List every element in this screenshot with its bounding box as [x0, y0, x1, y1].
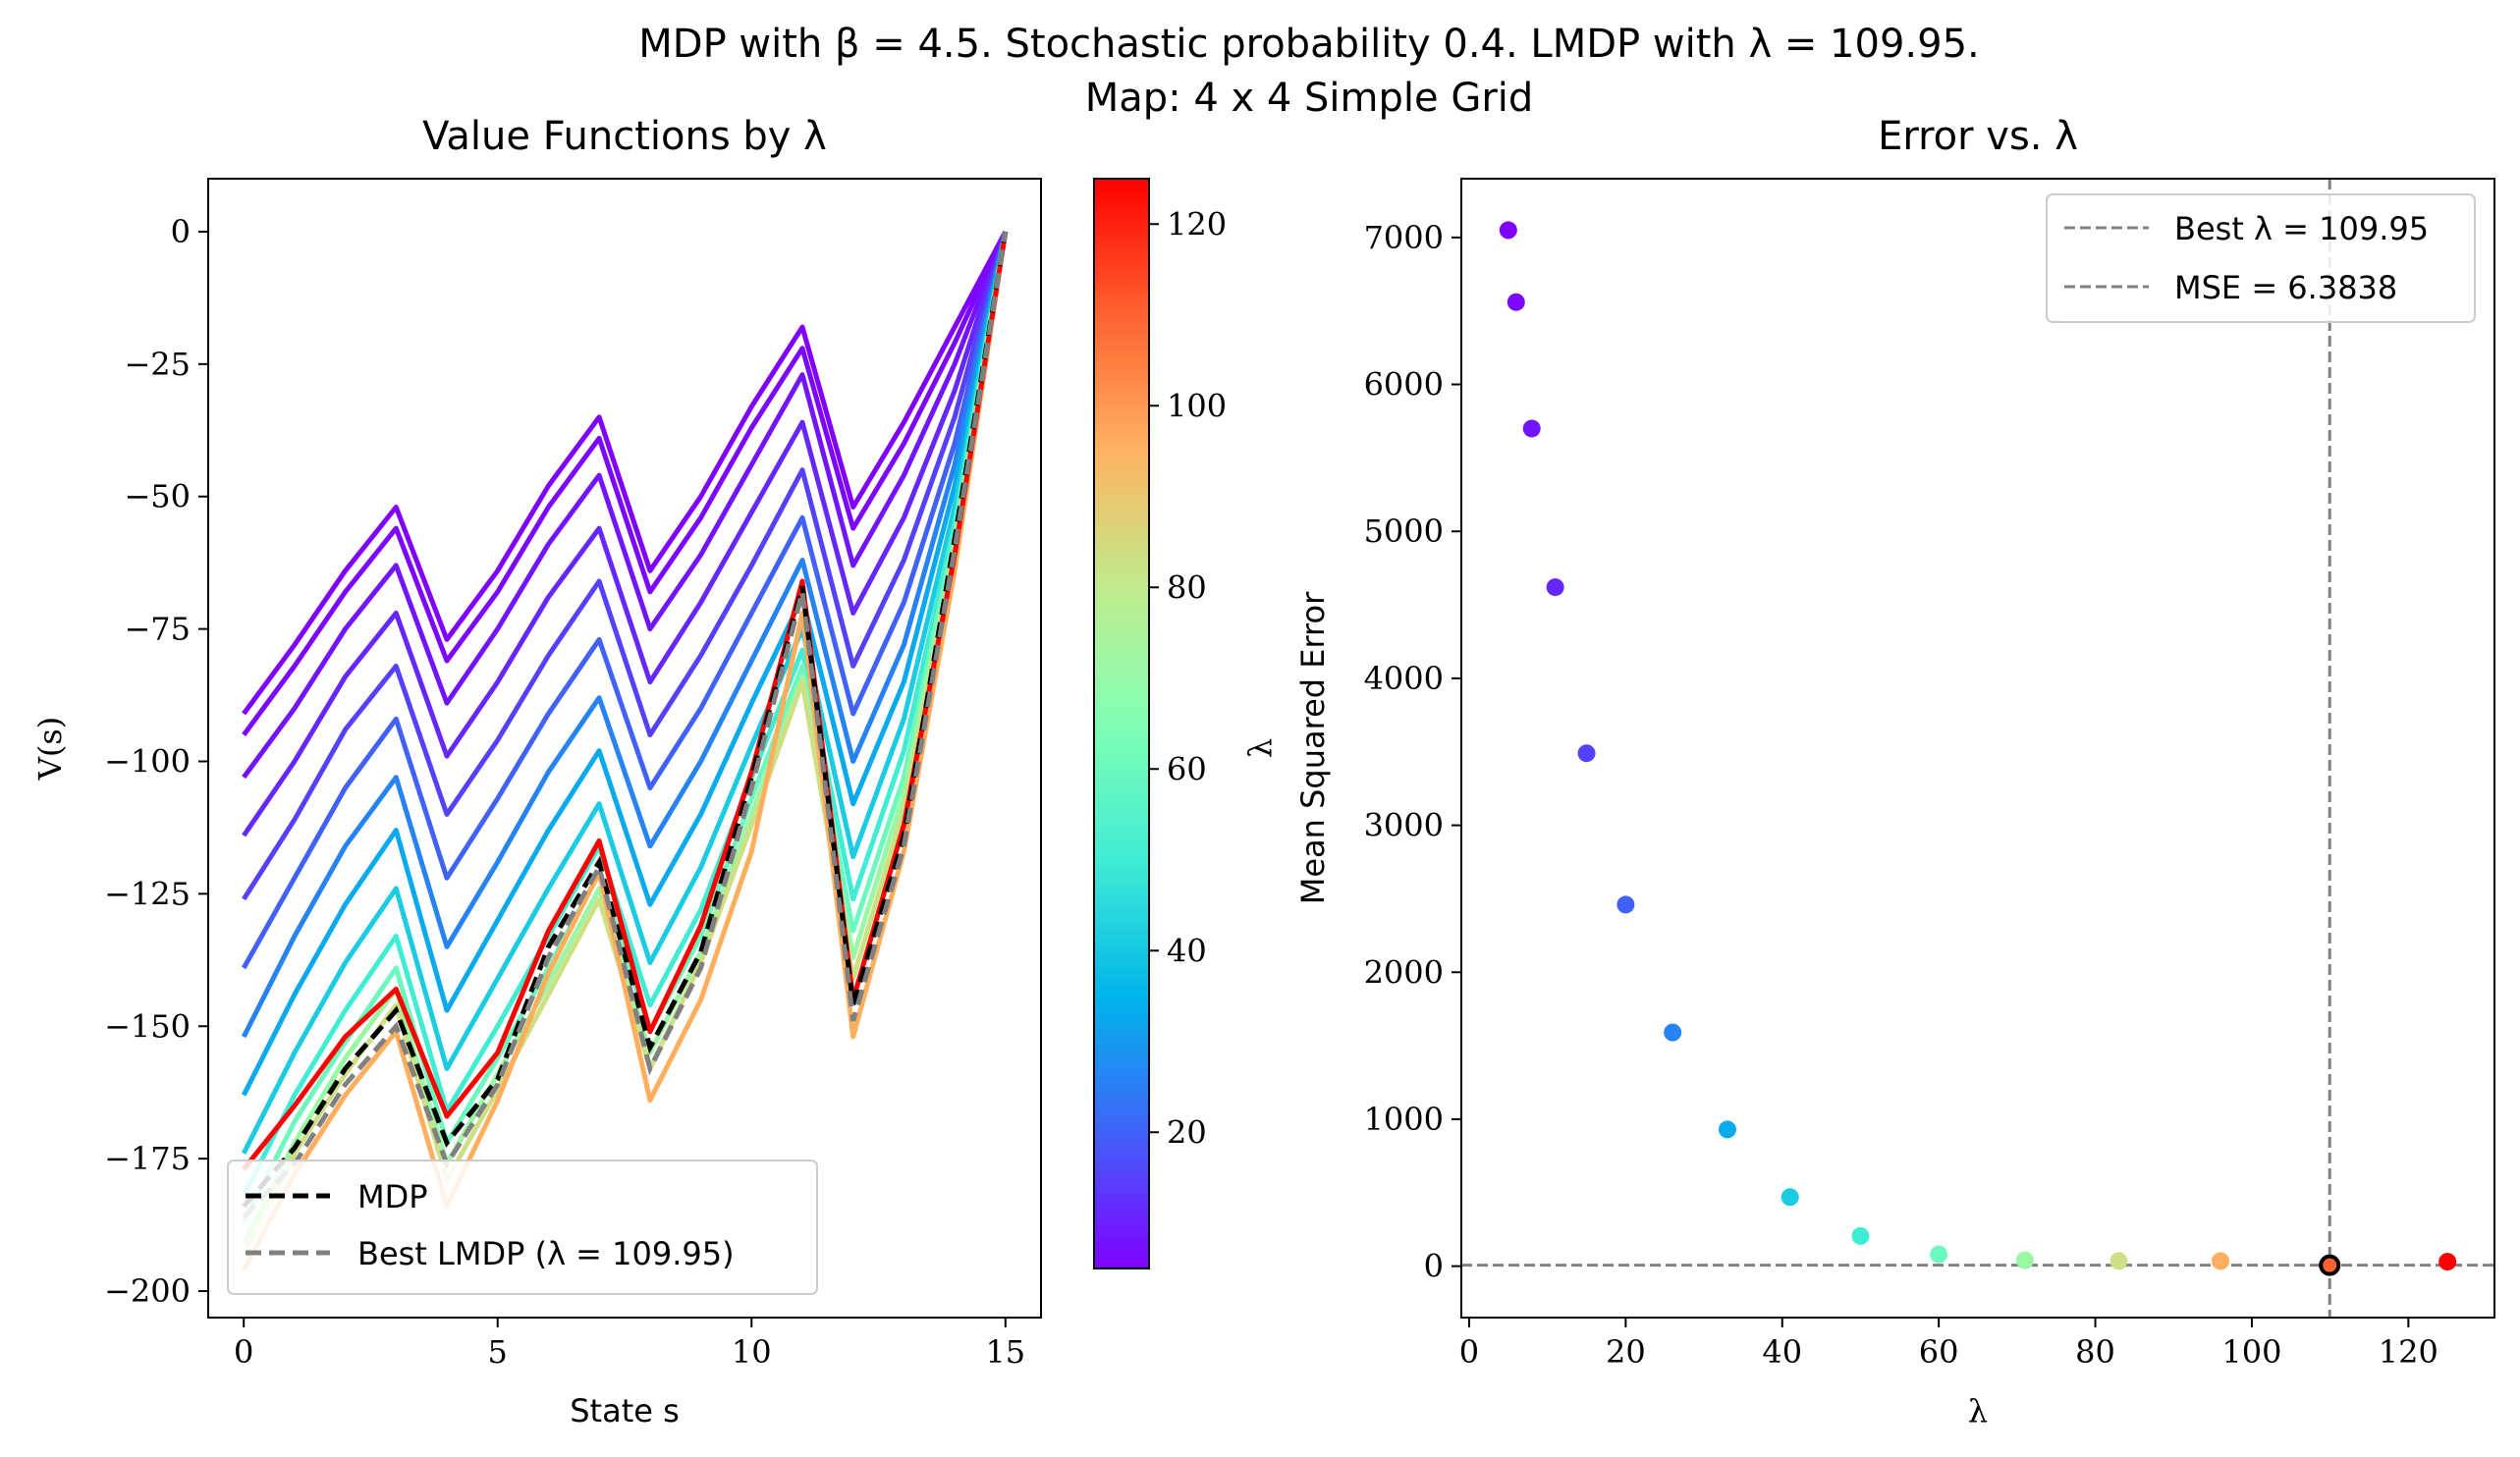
- value-curve-lambda-50: [241, 231, 1009, 1198]
- right-xtick-label: 120: [2379, 1333, 2438, 1371]
- right-xtick-label: 60: [1919, 1333, 1959, 1371]
- left-ytick-label: −25: [124, 346, 191, 383]
- mse-point: [1851, 1226, 1870, 1245]
- right-ytick-label: 7000: [1364, 219, 1444, 256]
- value-curve-lambda-6: [242, 230, 1009, 736]
- mse-point: [1780, 1188, 1799, 1207]
- right-ytick-label: 5000: [1364, 513, 1444, 550]
- best-point: [2319, 1254, 2341, 1276]
- value-curve-lambda-41: [241, 231, 1009, 1155]
- right-xtick-label: 100: [2221, 1333, 2281, 1371]
- mse-point: [2438, 1253, 2457, 1271]
- mse-point: [1499, 221, 1517, 240]
- mse-point: [1664, 1023, 1682, 1042]
- mse-point: [1577, 744, 1596, 763]
- value-curve-lambda-96: [241, 231, 1009, 1271]
- mse-point: [2109, 1252, 2128, 1270]
- colorbar-tick-label: 80: [1167, 568, 1207, 606]
- legend-entry-mse: MSE = 6.3838: [2174, 269, 2397, 306]
- right-xtick-label: 0: [1459, 1333, 1479, 1371]
- mse-point: [2015, 1251, 2034, 1269]
- value-curve-lambda-5: [242, 230, 1009, 716]
- value-curve-lambda-125: [242, 231, 1009, 1171]
- left-axes-frame: [207, 178, 1042, 1319]
- value-curve-lambda-20: [242, 231, 1009, 970]
- left-ytick-label: −175: [104, 1140, 191, 1177]
- right-ytick-label: 2000: [1364, 953, 1444, 991]
- error-vs-lambda-panel: Error vs. λ 0 20 40 60 80 100 120 0 1000 2000 3000…: [1294, 114, 2495, 1430]
- right-axes-frame: [1460, 178, 2495, 1319]
- left-x-axis-label: State s: [570, 1392, 680, 1430]
- legend-entry-best-lmdp: Best LMDP (λ = 109.95): [357, 1235, 735, 1272]
- left-ytick-label: −100: [104, 742, 191, 780]
- value-curve-lambda-71: [241, 231, 1009, 1245]
- left-legend: MDP Best LMDP (λ = 109.95): [227, 1160, 818, 1295]
- mse-point: [1718, 1120, 1736, 1139]
- right-ytick-label: 1000: [1364, 1101, 1444, 1138]
- colorbar-tick-label: 60: [1167, 750, 1207, 787]
- legend-entry-best-lambda: Best λ = 109.95: [2174, 210, 2429, 247]
- value-functions-panel: Value Functions by λ 0 5 10 15 0 −25 −50 −75 −10…: [31, 114, 1042, 1430]
- right-ytick-label: 3000: [1364, 807, 1444, 844]
- left-ytick-label: 0: [171, 213, 191, 250]
- right-xtick-label: 20: [1606, 1333, 1646, 1371]
- best-lmdp-line: [242, 231, 1009, 1219]
- mdp-line: [242, 231, 1009, 1209]
- suptitle-line-2: Map: 4 x 4 Simple Grid: [1085, 76, 1534, 121]
- colorbar-tick-label: 120: [1167, 205, 1227, 243]
- value-curve-lambda-11: [242, 231, 1009, 837]
- left-ytick-label: −200: [104, 1272, 191, 1310]
- value-curve-lambda-15: [242, 231, 1009, 901]
- right-legend: Best λ = 109.95 MSE = 6.3838: [2046, 193, 2476, 323]
- left-chart-title: Value Functions by λ: [422, 114, 827, 159]
- lambda-colorbar: 20 40 60 80 100 120 λ: [1093, 178, 1279, 1269]
- left-xtick-label: 0: [234, 1333, 253, 1371]
- right-ytick-label: 0: [1424, 1248, 1444, 1285]
- colorbar-label: λ: [1241, 738, 1279, 758]
- mse-point: [1616, 895, 1635, 914]
- right-y-axis-label: Mean Squared Error: [1294, 591, 1332, 904]
- left-xtick-label: 5: [488, 1333, 508, 1371]
- right-ytick-label: 6000: [1364, 366, 1444, 404]
- suptitle-line-1: MDP with β = 4.5. Stochastic probability…: [638, 22, 1979, 67]
- colorbar-tick-label: 20: [1167, 1113, 1207, 1151]
- value-curve-lambda-33: [241, 231, 1009, 1097]
- mse-point: [1930, 1245, 1948, 1264]
- left-y-axis-label: V(s): [31, 717, 69, 782]
- colorbar-tick-label: 100: [1167, 387, 1227, 424]
- value-curve-lambda-26: [241, 231, 1009, 1039]
- right-x-axis-label: λ: [1968, 1392, 1988, 1430]
- left-xtick-label: 10: [732, 1333, 772, 1371]
- right-chart-title: Error vs. λ: [1878, 114, 2078, 159]
- left-ytick-label: −50: [124, 478, 191, 515]
- value-curve-lambda-8: [242, 231, 1009, 780]
- mse-point: [1546, 578, 1564, 597]
- mse-point: [1507, 293, 1525, 311]
- right-ytick-label: 4000: [1364, 660, 1444, 697]
- left-ytick-label: −125: [104, 875, 191, 912]
- legend-entry-mdp: MDP: [357, 1178, 428, 1215]
- left-ytick-label: −150: [104, 1007, 191, 1045]
- left-xtick-label: 15: [985, 1333, 1025, 1371]
- value-curve-lambda-83: [241, 231, 1009, 1256]
- left-ytick-label: −75: [124, 611, 191, 648]
- mse-point: [1522, 419, 1541, 438]
- value-curve-lambda-60: [241, 231, 1009, 1224]
- right-xtick-label: 40: [1762, 1333, 1802, 1371]
- right-xtick-label: 80: [2075, 1333, 2115, 1371]
- colorbar-tick-label: 40: [1167, 932, 1207, 969]
- mse-point: [2212, 1252, 2230, 1270]
